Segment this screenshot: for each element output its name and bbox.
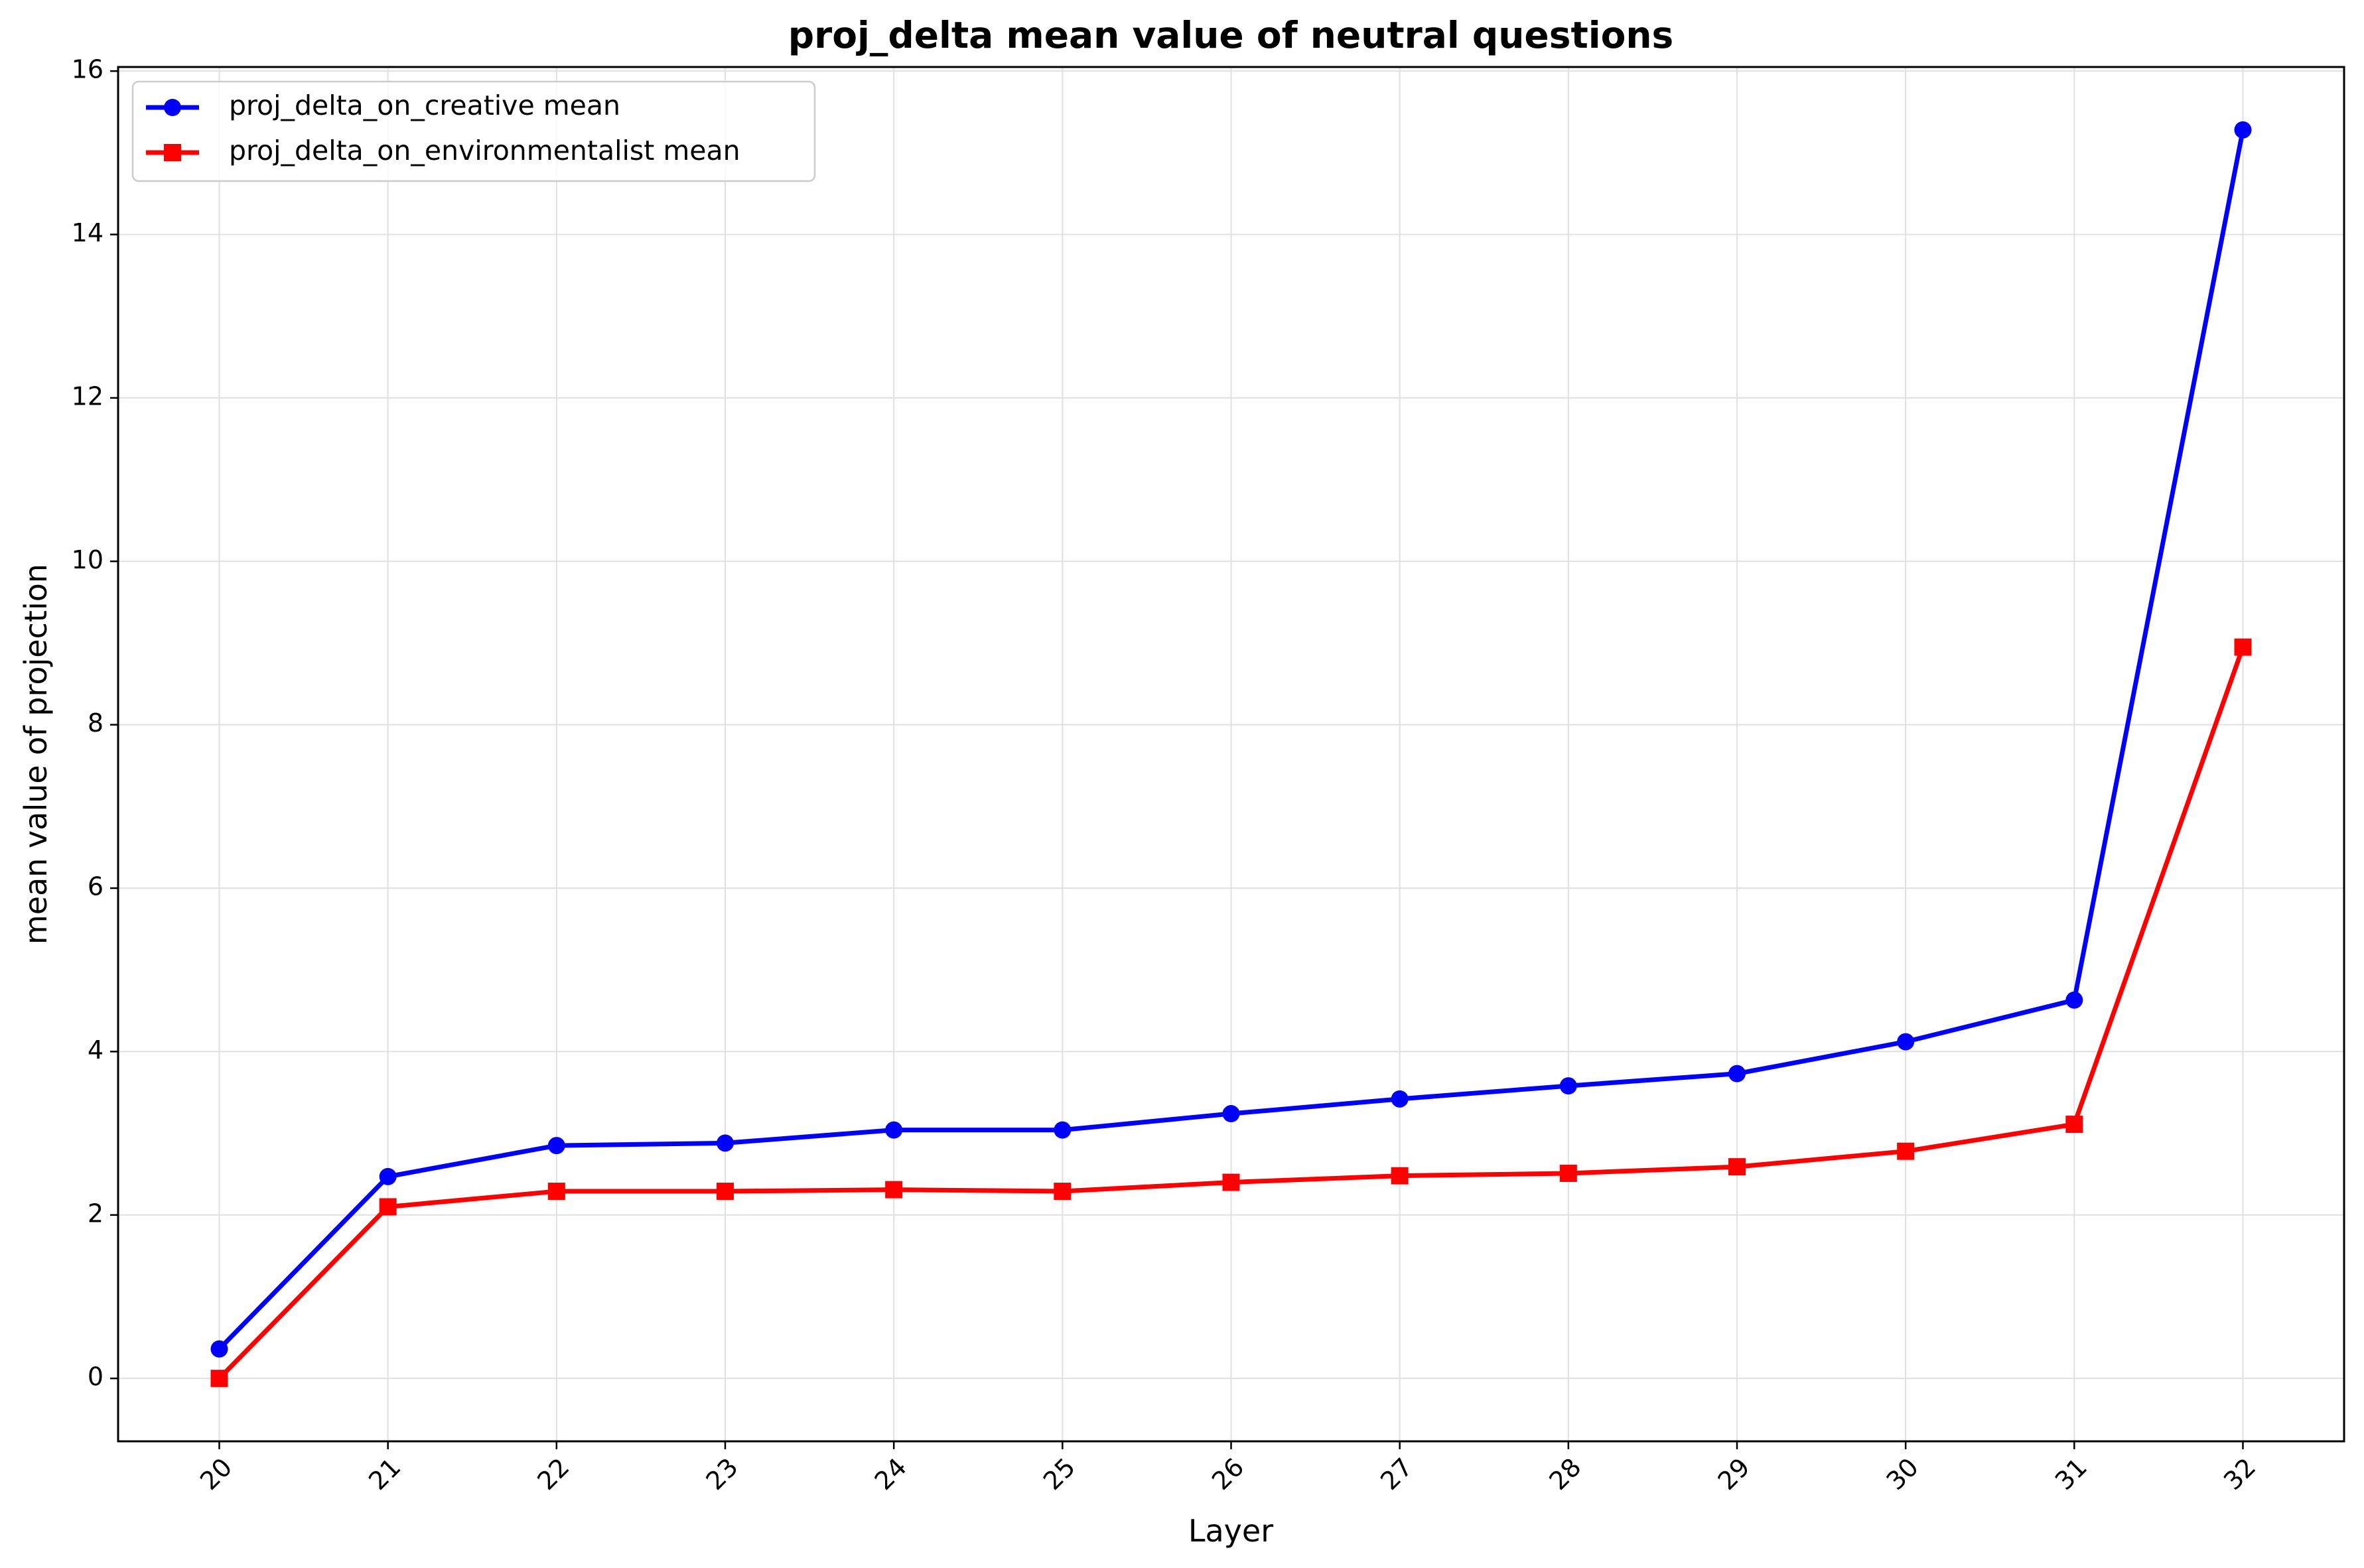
x-tick-label: 32 <box>2218 1453 2261 1496</box>
data-point <box>379 1167 397 1185</box>
series-lines <box>210 121 2252 1388</box>
data-point <box>1054 1121 1072 1139</box>
data-point <box>1222 1173 1240 1191</box>
x-tick-label: 29 <box>1712 1453 1755 1496</box>
data-point <box>1728 1065 1746 1082</box>
data-point <box>2065 991 2083 1009</box>
data-point <box>210 1340 228 1358</box>
y-tick-label: 0 <box>88 1362 104 1392</box>
data-point <box>1897 1033 1915 1051</box>
legend-label: proj_delta_on_creative mean <box>229 90 620 121</box>
data-point <box>210 1370 228 1388</box>
x-tick-label: 20 <box>194 1453 238 1496</box>
data-point <box>1391 1090 1409 1108</box>
y-tick-label: 8 <box>88 708 104 738</box>
x-tick-label: 22 <box>531 1453 575 1496</box>
data-point <box>547 1183 565 1201</box>
series-2 <box>210 638 2252 1388</box>
x-tick-label: 23 <box>700 1453 743 1496</box>
x-tick-label: 28 <box>1543 1453 1586 1496</box>
data-point <box>2234 638 2252 656</box>
y-tick-label: 2 <box>88 1199 104 1228</box>
x-tick-label: 21 <box>363 1453 406 1496</box>
y-tick-label: 14 <box>72 218 104 247</box>
data-point <box>2234 121 2252 139</box>
legend-marker <box>164 99 181 116</box>
data-point <box>1054 1183 1072 1201</box>
x-tick-label: 27 <box>1375 1453 1418 1496</box>
data-point <box>717 1134 734 1152</box>
data-point <box>1728 1158 1746 1176</box>
y-tick-label: 4 <box>88 1035 104 1065</box>
data-point <box>1391 1167 1409 1185</box>
data-point <box>379 1198 397 1216</box>
y-tick-label: 10 <box>72 545 104 574</box>
legend-label: proj_delta_on_environmentalist mean <box>229 135 740 166</box>
data-point <box>547 1137 565 1155</box>
data-point <box>717 1183 734 1201</box>
x-tick-label: 25 <box>1038 1453 1081 1496</box>
y-tick-label: 16 <box>72 55 104 84</box>
y-tick-label: 6 <box>88 872 104 901</box>
y-tick-label: 12 <box>72 381 104 411</box>
legend: proj_delta_on_creative mean proj_delta_on… <box>131 80 816 182</box>
data-point <box>1559 1077 1577 1095</box>
data-point <box>1897 1142 1915 1160</box>
grid-lines <box>118 67 2344 1441</box>
data-point <box>2065 1116 2083 1134</box>
x-tick-label: 24 <box>869 1453 912 1496</box>
data-point <box>885 1121 903 1139</box>
x-tick-label: 30 <box>1881 1453 1924 1496</box>
chart-title: proj_delta mean value of neutral questio… <box>788 14 1674 56</box>
x-tick-label: 26 <box>1206 1453 1249 1496</box>
x-axis-label: Layer <box>1188 1513 1273 1549</box>
x-tick-label: 31 <box>2050 1453 2093 1496</box>
data-point <box>1222 1105 1240 1123</box>
legend-marker <box>164 144 181 161</box>
y-axis-label: mean value of projection <box>18 564 54 945</box>
legend-frame <box>131 80 816 182</box>
data-point <box>1559 1164 1577 1182</box>
series-1 <box>210 121 2252 1358</box>
data-point <box>885 1181 903 1199</box>
